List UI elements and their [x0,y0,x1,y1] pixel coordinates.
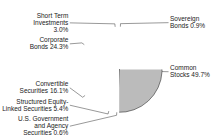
leader-line [162,71,169,72]
labels: Short TermInvestments3.0% CorporateBonds … [2,12,210,137]
slice [119,70,162,113]
slice-label: ConvertibleSecurities 16.1% [20,80,69,94]
leader-line [70,112,117,126]
leader-lines [70,23,169,127]
leader-line [70,105,109,114]
slice-label: Short TermInvestments3.0% [33,12,69,33]
leader-line [120,23,168,27]
slice-label: U.S. Governmentand AgencySecurities 0.6% [18,115,69,136]
leader-line [70,43,84,45]
chart: Short TermInvestments3.0% CorporateBonds … [0,0,212,139]
pie [119,70,162,113]
slice-label: SovereignBonds 0.9% [170,15,205,29]
slice-label: CorporateBonds 24.3% [30,36,69,50]
slice-label: Structured Equity-Linked Securities 5.4% [2,98,68,112]
leader-line [70,23,115,27]
leader-line [70,88,85,97]
slice-label: CommonStocks 49.7% [170,64,210,78]
chart-container: Short TermInvestments3.0% CorporateBonds … [0,0,212,139]
